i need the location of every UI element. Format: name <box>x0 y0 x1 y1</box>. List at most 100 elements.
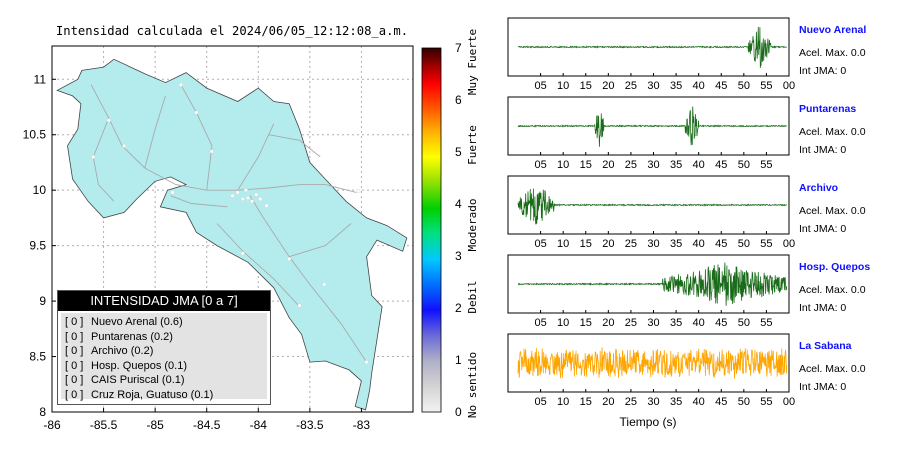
trace-x-tick-label: 15 <box>580 238 592 250</box>
colorbar-tick-label: 5 <box>455 145 462 159</box>
trace-x-tick-label: 15 <box>580 159 592 171</box>
map-y-tick-label: 9 <box>39 294 46 308</box>
trace-x-tick-label: 55 <box>760 317 772 329</box>
colorbar-tick-label: 3 <box>455 249 462 263</box>
legend-item-index: [ 0 ] <box>65 359 84 372</box>
colorbar-tick-label: 0 <box>455 405 462 419</box>
trace-x-tick-label: 30 <box>647 159 659 171</box>
settlement-dot <box>235 190 240 195</box>
trace-x-tick-label: 10 <box>557 80 569 92</box>
legend-item: [ 0 ] Hosp. Quepos (0.1) <box>65 359 263 374</box>
map-x-tick-label: -85.5 <box>90 418 118 432</box>
trace-waveform <box>517 106 788 147</box>
map-y-tick-label: 10.5 <box>23 128 47 142</box>
trace-x-axis-label: Tiempo (s) <box>620 415 677 429</box>
road-line <box>289 223 352 258</box>
trace-x-tick-label: 10 <box>557 159 569 171</box>
map-x-tick-label: -83.5 <box>296 418 324 432</box>
settlement-dot <box>258 197 263 202</box>
trace-x-tick-label: 05 <box>534 317 546 329</box>
map-x-tick-label: -84.5 <box>193 418 221 432</box>
legend-item-index: [ 0 ] <box>65 374 84 387</box>
legend-title: INTENSIDAD JMA [0 a 7] <box>58 291 270 311</box>
road-line <box>170 195 228 208</box>
trace-panel: 05 10 15 20 25 30 35 40 45 50 55 00 Archivo Acel. Max… <box>507 175 866 250</box>
trace-x-tick-label: 25 <box>625 396 637 408</box>
station-name: Hosp. Quepos <box>799 261 870 273</box>
trace-x-tick-label: 30 <box>647 317 659 329</box>
trace-panel: 05 10 15 20 25 30 35 40 45 50 55 00 Nuevo Arenal Acel… <box>507 17 866 92</box>
trace-x-tick-label: 15 <box>580 396 592 408</box>
settlement-dot <box>356 189 361 194</box>
colorbar-tick-label: 7 <box>455 41 462 55</box>
settlement-dot <box>230 193 235 198</box>
road-line <box>237 184 357 193</box>
trace-x-tick-label: 15 <box>580 80 592 92</box>
legend-item: [ 0 ] Archivo (0.2) <box>65 344 263 359</box>
trace-x-tick-label: 40 <box>693 159 705 171</box>
station-name: Archivo <box>799 182 838 194</box>
settlement-dot <box>364 360 369 365</box>
station-acel: Acel. Max. 0.0 <box>799 284 866 296</box>
settlement-dot <box>250 199 255 204</box>
trace-x-tick-label: 25 <box>625 317 637 329</box>
trace-x-tick-label: 10 <box>557 317 569 329</box>
station-acel: Acel. Max. 0.0 <box>799 126 866 138</box>
map-frame <box>51 45 414 413</box>
trace-x-tick-label: 30 <box>647 396 659 408</box>
trace-x-tick-label: 50 <box>738 317 750 329</box>
map-y-tick-label: 8 <box>39 405 46 419</box>
trace-x-tick-label: 20 <box>602 238 614 250</box>
trace-x-tick-label: 30 <box>647 238 659 250</box>
station-traces: 05 10 15 20 25 30 35 40 45 50 55 00 Nuevo Arenal Acel… <box>507 17 870 429</box>
legend-item-index: [ 0 ] <box>65 316 84 328</box>
trace-x-tick-label: 35 <box>670 396 682 408</box>
trace-panel: 05 10 15 20 25 30 35 40 45 50 55 00 La Sabana Acel. M… <box>507 333 866 408</box>
road-line <box>144 95 166 169</box>
trace-x-tick-label: 00 <box>783 396 795 408</box>
station-int: Int JMA: 0 <box>799 223 846 235</box>
station-acel: Acel. Max. 0.0 <box>799 47 866 59</box>
trace-x-tick-label: 35 <box>670 159 682 171</box>
trace-x-tick-label: 15 <box>580 317 592 329</box>
trace-x-tick-label: 40 <box>693 317 705 329</box>
station-int: Int JMA: 0 <box>799 144 846 156</box>
trace-x-tick-label: 50 <box>738 159 750 171</box>
map-x-tick-label: -83 <box>353 418 371 432</box>
trace-x-tick-label: 05 <box>534 396 546 408</box>
trace-x-tick-label: 10 <box>557 238 569 250</box>
intensity-colorbar: 0 1 2 3 4 5 6 7 No sentido Debil Moderado Fuerte Muy… <box>421 29 479 419</box>
colorbar-tick-label: 4 <box>455 197 462 211</box>
legend-item: [ 0 ] Cruz Roja, Guatuso (0.1) <box>65 388 263 403</box>
trace-x-tick-label: 35 <box>670 238 682 250</box>
trace-x-tick-label: 30 <box>647 80 659 92</box>
trace-x-tick-label: 05 <box>534 159 546 171</box>
trace-x-tick-label: 00 <box>783 238 795 250</box>
colorbar-tick-label: 2 <box>455 301 462 315</box>
colorbar-class-label: Debil <box>466 280 479 313</box>
legend-item-label: Archivo (0.2) <box>91 345 154 358</box>
settlement-dot <box>194 110 199 115</box>
settlement-dot <box>254 192 259 197</box>
legend-item: [ 0 ] Nuevo Arenal (0.6) <box>65 315 263 330</box>
station-int: Int JMA: 0 <box>799 302 846 314</box>
legend-item-index: [ 0 ] <box>65 388 84 401</box>
settlement-dot <box>209 149 214 154</box>
trace-waveform <box>517 188 787 225</box>
intensity-legend: INTENSIDAD JMA [0 a 7] [ 0 ] Nuevo Arenal… <box>57 290 271 405</box>
trace-x-tick-label: 45 <box>715 396 727 408</box>
trace-waveform <box>517 347 788 379</box>
trace-x-tick-label: 50 <box>738 238 750 250</box>
trace-x-tick-label: 55 <box>760 238 772 250</box>
trace-x-tick-label: 45 <box>715 317 727 329</box>
trace-x-tick-label: 55 <box>760 396 772 408</box>
trace-waveform <box>518 262 788 306</box>
colorbar-tick-label: 1 <box>455 353 462 367</box>
legend-items: [ 0 ] Nuevo Arenal (0.6) [ 0 ] Puntarenas … <box>61 313 267 401</box>
road-line <box>180 84 213 191</box>
map-x-tick-label: -86 <box>43 418 61 432</box>
colorbar-tick-label: 6 <box>455 93 462 107</box>
station-acel: Acel. Max. 0.0 <box>799 363 866 375</box>
settlement-dot <box>178 82 183 87</box>
